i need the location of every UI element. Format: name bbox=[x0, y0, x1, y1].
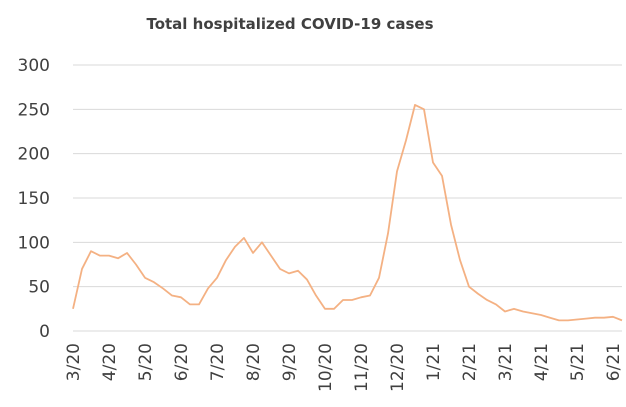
x-tick-label: 6/20 bbox=[172, 343, 192, 381]
x-tick-label: 3/20 bbox=[64, 343, 84, 381]
data-line bbox=[72, 104, 623, 322]
x-tick-label: 7/20 bbox=[208, 343, 228, 381]
y-tick-label: 300 bbox=[18, 56, 50, 76]
x-tick-label: 5/21 bbox=[568, 343, 588, 381]
y-tick-label: 200 bbox=[18, 145, 50, 165]
x-tick-label: 8/20 bbox=[244, 343, 264, 381]
x-tick-label: 5/20 bbox=[136, 343, 156, 381]
x-tick-label: 10/20 bbox=[316, 343, 336, 392]
chart-title: Total hospitalized COVID-19 cases bbox=[146, 15, 433, 33]
y-tick-label: 0 bbox=[39, 322, 50, 342]
x-tick-label: 11/20 bbox=[352, 343, 372, 392]
y-tick-label: 250 bbox=[18, 100, 50, 120]
y-tick-label: 100 bbox=[18, 233, 50, 253]
x-tick-label: 4/20 bbox=[100, 343, 120, 381]
x-tick-label: 2/21 bbox=[460, 343, 480, 381]
x-tick-label: 9/20 bbox=[280, 343, 300, 381]
x-tick-label: 1/21 bbox=[424, 343, 444, 381]
y-tick-label: 150 bbox=[18, 189, 50, 209]
x-tick-label: 6/21 bbox=[604, 343, 624, 381]
x-tick-label: 12/20 bbox=[388, 343, 408, 392]
x-tick-label: 4/21 bbox=[532, 343, 552, 381]
y-tick-label: 50 bbox=[28, 278, 50, 298]
x-tick-label: 3/21 bbox=[496, 343, 516, 381]
